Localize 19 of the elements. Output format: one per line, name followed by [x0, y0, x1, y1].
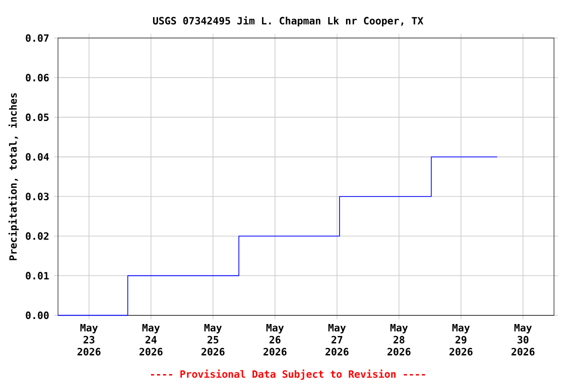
text: ---- Provisional Data Subject to Revision ----: [150, 369, 425, 380]
x-tick-label: May 30 2026: [512, 324, 534, 356]
y-tick-label: 0.05: [26, 113, 49, 121]
y-tick-label: 0.01: [26, 272, 49, 280]
y-tick-label: 0.04: [26, 152, 49, 161]
chart-title: USGS 07342495 Jim L. Chapman Lk nr Cooper, TX: [153, 16, 424, 26]
y-tick-label: 0.00: [26, 311, 49, 320]
x-tick-label: May 27 2026: [326, 324, 348, 356]
x-tick-label: May 24 2026: [140, 324, 162, 356]
x-tick-label: May 28 2026: [388, 324, 410, 356]
y-tick-label: 0.03: [26, 192, 49, 200]
y-axis-title: Precipitation, total, inches: [8, 93, 19, 260]
x-tick-label: May 29 2026: [450, 324, 472, 356]
x-tick-label: May 25 2026: [202, 324, 224, 356]
y-tick-label: 0.07: [26, 34, 49, 42]
x-tick-label: May 26 2026: [264, 324, 286, 356]
y-tick-label: 0.06: [26, 74, 49, 82]
x-tick-label: May 23 2026: [78, 324, 100, 356]
y-tick-label: 0.02: [26, 232, 48, 240]
